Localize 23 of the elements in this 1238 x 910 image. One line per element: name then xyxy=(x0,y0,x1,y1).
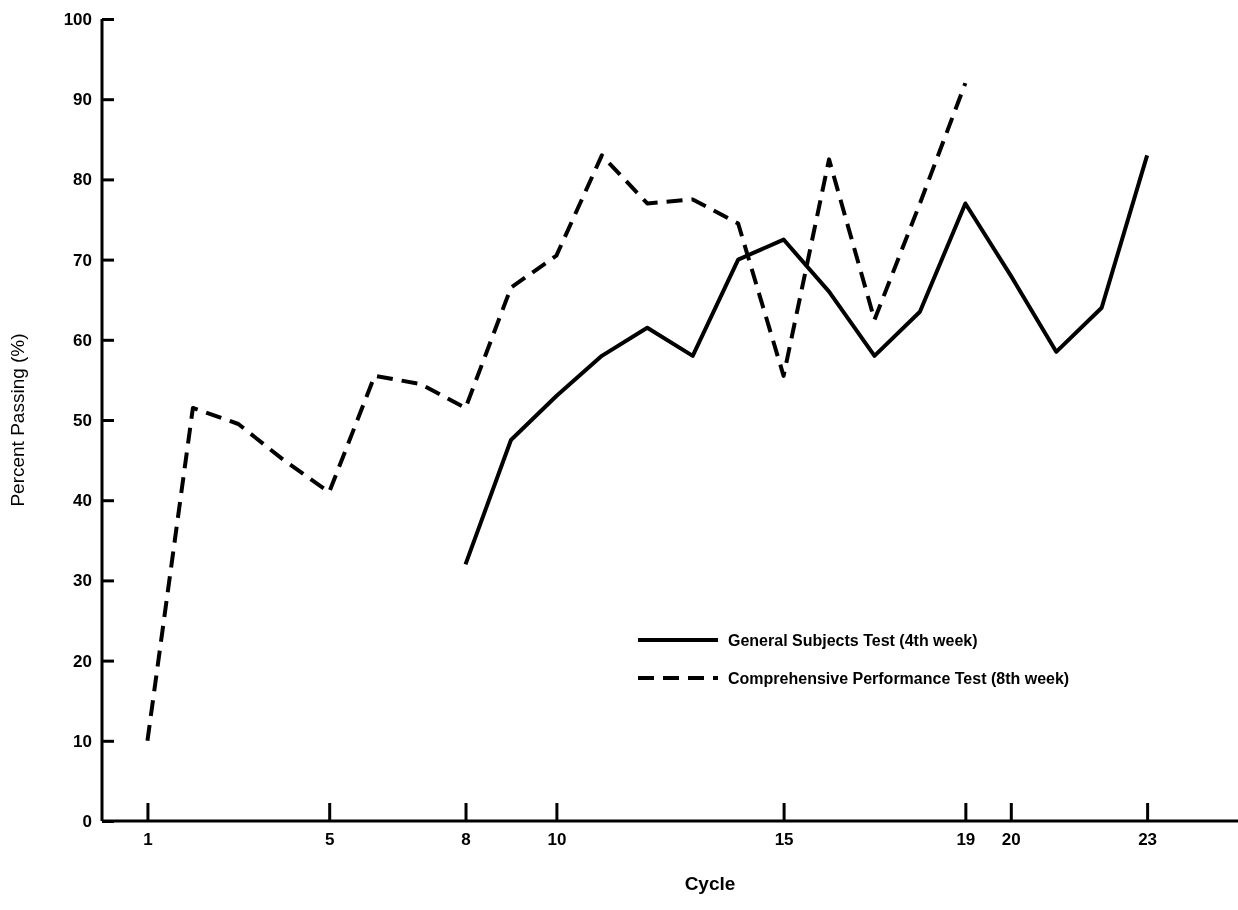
y-tick-label: 20 xyxy=(73,651,92,671)
y-tick-label: 0 xyxy=(82,811,92,831)
y-tick-label: 50 xyxy=(73,410,92,430)
x-tick-label: 10 xyxy=(547,830,567,850)
x-tick-label: 1 xyxy=(143,830,153,850)
y-tick-label: 90 xyxy=(73,90,92,110)
x-tick-label: 20 xyxy=(1001,830,1021,850)
y-tick-label: 80 xyxy=(73,170,92,190)
x-tick-label: 8 xyxy=(461,830,471,850)
y-tick-label: 60 xyxy=(73,330,92,350)
x-tick-label: 23 xyxy=(1138,830,1158,850)
y-axis-title: Percent Passing (%) xyxy=(7,333,28,507)
x-tick-label: 15 xyxy=(774,830,794,850)
y-tick-label: 10 xyxy=(73,731,92,751)
y-tick-label: 30 xyxy=(73,571,92,591)
y-tick-label: 100 xyxy=(63,9,92,29)
y-tick-label: 70 xyxy=(73,250,92,270)
x-tick-label: 19 xyxy=(956,830,976,850)
x-tick-label: 5 xyxy=(324,830,335,850)
x-axis-title: Cycle xyxy=(684,873,736,894)
legend-label: Comprehensive Performance Test (8th week) xyxy=(728,669,1070,687)
legend-label: General Subjects Test (4th week) xyxy=(728,631,978,649)
y-tick-label: 40 xyxy=(73,491,92,511)
